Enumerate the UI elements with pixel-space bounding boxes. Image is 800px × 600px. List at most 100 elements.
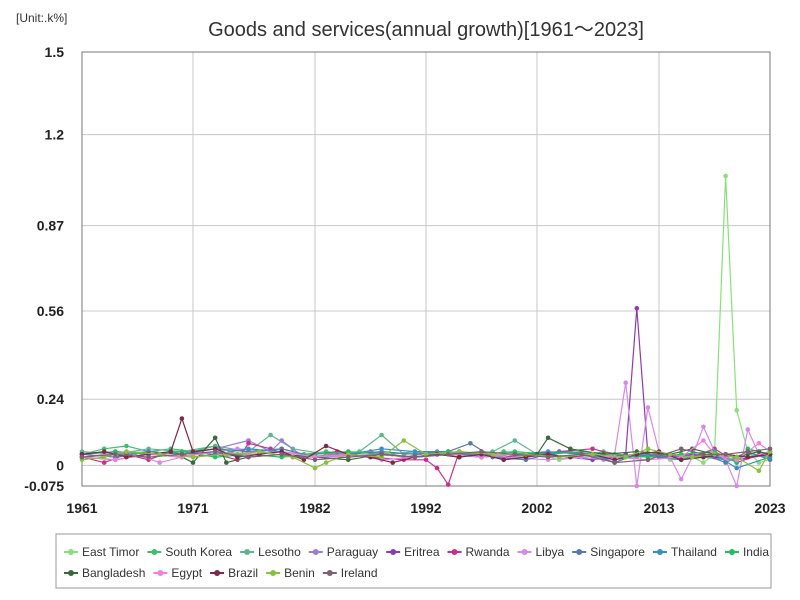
- legend-swatch-marker: [312, 549, 319, 555]
- data-point: [179, 452, 185, 457]
- data-point: [157, 460, 162, 465]
- unit-label: [Unit:.k%]: [16, 11, 67, 25]
- legend-item-label: Benin: [284, 566, 315, 580]
- x-tick-label: 2023: [754, 500, 785, 516]
- legend-swatch-marker: [157, 570, 164, 576]
- x-tick-label: 2002: [521, 500, 552, 516]
- legend-item-label: Libya: [536, 545, 565, 559]
- series-line: [514, 175, 771, 464]
- data-point: [401, 438, 407, 443]
- data-point: [645, 405, 651, 410]
- data-point: [634, 483, 640, 489]
- data-point: [723, 452, 728, 457]
- data-point: [590, 452, 595, 457]
- data-point: [212, 435, 218, 441]
- data-point: [468, 441, 473, 446]
- data-point: [701, 452, 706, 457]
- legend-item-label: India: [743, 545, 769, 559]
- data-point: [190, 454, 196, 460]
- legend-swatch-marker: [244, 549, 251, 555]
- data-point: [124, 443, 129, 449]
- data-point: [568, 446, 573, 452]
- data-point: [179, 416, 185, 421]
- chart-title: Goods and services(annual growth)[1961～2…: [208, 19, 644, 41]
- data-point: [690, 454, 695, 460]
- data-point: [745, 427, 751, 432]
- y-tick-label: 0.56: [37, 303, 64, 319]
- legend-swatch-marker: [68, 570, 74, 576]
- data-point: [645, 446, 651, 452]
- legend-swatch-marker: [326, 570, 333, 576]
- data-point: [545, 454, 551, 460]
- data-point: [745, 454, 751, 460]
- data-point: [412, 449, 418, 454]
- data-point: [246, 454, 251, 460]
- data-point: [445, 452, 451, 457]
- x-tick-label: 2013: [643, 500, 674, 516]
- data-point: [257, 449, 262, 454]
- data-point: [101, 449, 107, 454]
- legend-item-label: Lesotho: [258, 545, 301, 559]
- y-tick-label: 1.5: [45, 44, 65, 60]
- data-point: [590, 446, 595, 452]
- data-point: [501, 457, 507, 463]
- data-point: [512, 438, 518, 443]
- y-axis: 1.5 1.2 0.87 0.56 0.24 0 -0.075: [24, 44, 64, 494]
- data-point: [412, 454, 418, 460]
- data-point: [723, 173, 728, 179]
- series-eritrea: [434, 306, 773, 463]
- data-point: [279, 452, 285, 457]
- legend-item-label: Thailand: [671, 545, 717, 559]
- data-point: [734, 483, 739, 489]
- legend-swatch-marker: [576, 549, 583, 555]
- legend-item-label: Rwanda: [466, 545, 510, 559]
- data-point: [678, 476, 684, 482]
- y-tick-label: 0: [56, 457, 64, 473]
- legend-swatch-marker: [270, 570, 277, 576]
- data-point: [678, 457, 684, 463]
- data-point: [612, 460, 617, 465]
- data-point: [745, 449, 751, 454]
- data-point: [246, 446, 251, 452]
- data-point: [279, 438, 285, 443]
- data-point: [434, 465, 440, 471]
- data-point: [224, 460, 229, 465]
- data-point: [101, 460, 107, 465]
- y-tick-label: 1.2: [45, 127, 65, 143]
- legend-swatch-marker: [451, 549, 458, 555]
- legend: East Timor South Korea Lesotho Paraguay Erit…: [64, 545, 769, 580]
- x-tick-label: 1961: [66, 500, 97, 516]
- data-point: [323, 443, 329, 449]
- data-point: [190, 460, 196, 465]
- x-axis: 1961 1971 1982 1992 2002 2013 2023: [66, 500, 785, 516]
- legend-item-label: Egypt: [171, 566, 202, 580]
- x-tick-label: 1971: [177, 500, 208, 516]
- y-tick-label: 0.87: [37, 218, 64, 234]
- data-point: [113, 457, 118, 463]
- data-point: [379, 432, 384, 438]
- data-point: [146, 454, 151, 460]
- plot-frame: [81, 51, 771, 487]
- data-point: [479, 449, 484, 454]
- legend-item-label: South Korea: [165, 545, 232, 559]
- series-east-timor: [512, 173, 773, 465]
- data-point: [545, 435, 551, 441]
- data-point: [101, 454, 107, 460]
- data-point: [168, 449, 174, 454]
- data-point: [767, 446, 773, 452]
- data-point: [312, 465, 318, 471]
- data-point: [623, 380, 628, 386]
- y-tick-label: 0.24: [37, 391, 64, 407]
- data-point: [346, 454, 351, 460]
- data-point: [323, 460, 329, 465]
- data-point: [634, 306, 640, 311]
- data-point: [246, 441, 251, 446]
- data-point: [124, 454, 129, 460]
- data-point: [379, 446, 384, 452]
- data-point: [579, 452, 584, 457]
- y-tick-label: -0.075: [24, 478, 64, 494]
- data-point: [312, 457, 318, 463]
- series-benin: [79, 438, 773, 474]
- legend-item-label: Singapore: [590, 545, 645, 559]
- legend-swatch-marker: [151, 549, 158, 555]
